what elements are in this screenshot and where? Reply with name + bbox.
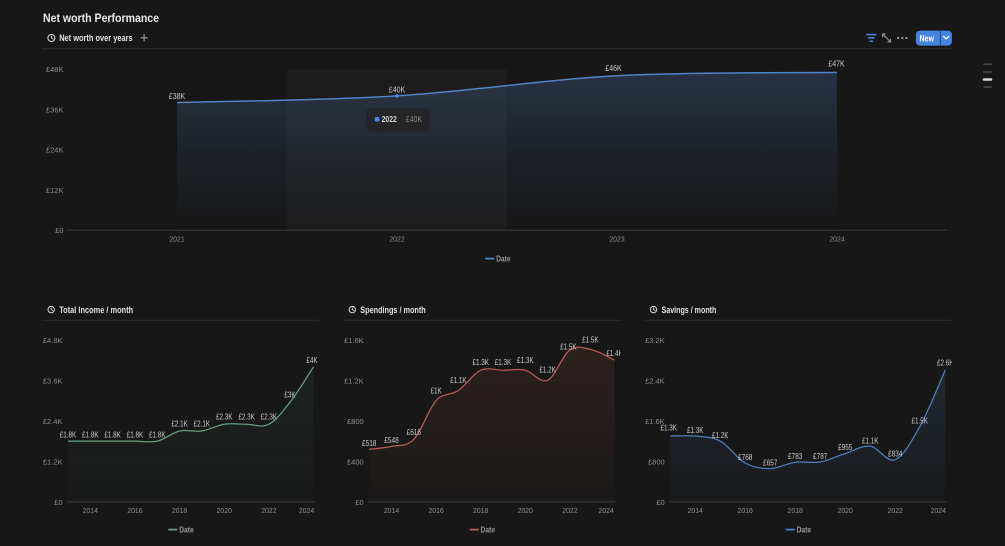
svg-text:£12K: £12K	[46, 186, 64, 195]
svg-text:Spendings / month: Spendings / month	[360, 305, 426, 315]
svg-text:£800: £800	[648, 457, 665, 466]
svg-text:£1.3K: £1.3K	[472, 358, 489, 367]
svg-text:£2.6K: £2.6K	[937, 359, 954, 368]
svg-text:2023: 2023	[609, 234, 624, 243]
svg-text:£2.3K: £2.3K	[238, 413, 255, 422]
svg-text:2014: 2014	[384, 506, 399, 515]
svg-text:Total Income / month: Total Income / month	[59, 305, 133, 315]
svg-text:£4K: £4K	[306, 356, 318, 365]
svg-text:£2.4K: £2.4K	[43, 417, 63, 426]
svg-text:£787: £787	[813, 452, 827, 461]
svg-text:£2.1K: £2.1K	[171, 420, 188, 429]
svg-text:£1.5K: £1.5K	[911, 417, 928, 426]
svg-text:£1.8K: £1.8K	[127, 430, 144, 439]
svg-text:£36K: £36K	[46, 105, 64, 114]
svg-text:2021: 2021	[169, 234, 184, 243]
svg-text:2018: 2018	[788, 506, 803, 515]
svg-text:£40K: £40K	[406, 114, 422, 124]
svg-text:£657: £657	[763, 458, 777, 467]
svg-text:Net worth over years: Net worth over years	[59, 33, 133, 43]
svg-text:Savings / month: Savings / month	[662, 305, 717, 315]
svg-text:Date: Date	[481, 526, 496, 535]
svg-text:2024: 2024	[299, 506, 314, 515]
svg-text:£1.2K: £1.2K	[539, 365, 556, 374]
svg-text:£2.3K: £2.3K	[216, 413, 233, 422]
svg-text:New: New	[920, 33, 935, 43]
svg-text:£518: £518	[362, 439, 376, 448]
svg-text:2014: 2014	[83, 506, 98, 515]
svg-text:Date: Date	[797, 526, 812, 535]
svg-text:2022: 2022	[562, 506, 577, 515]
svg-text:£2.4K: £2.4K	[645, 376, 665, 385]
svg-text:2022: 2022	[261, 506, 276, 515]
svg-text:Date: Date	[179, 526, 194, 535]
svg-text:2014: 2014	[688, 506, 703, 515]
svg-text:£1.5K: £1.5K	[560, 343, 577, 352]
svg-text:£47K: £47K	[828, 60, 845, 69]
svg-text:2024: 2024	[599, 506, 614, 515]
svg-text:£1.6K: £1.6K	[645, 417, 665, 426]
svg-text:2022: 2022	[382, 114, 397, 124]
svg-text:£0: £0	[55, 226, 63, 235]
svg-text:2016: 2016	[428, 506, 443, 515]
svg-text:£1.8K: £1.8K	[82, 430, 99, 439]
svg-text:£0: £0	[54, 498, 62, 507]
svg-text:£1.8K: £1.8K	[149, 430, 166, 439]
svg-text:£1.8K: £1.8K	[60, 430, 77, 439]
svg-text:£3K: £3K	[284, 390, 296, 399]
svg-text:Date: Date	[496, 255, 511, 264]
svg-text:2024: 2024	[829, 234, 844, 243]
svg-text:£48K: £48K	[46, 65, 64, 74]
svg-text:£1.2K: £1.2K	[43, 457, 63, 466]
svg-text:£548: £548	[384, 436, 398, 445]
svg-text:2018: 2018	[473, 506, 488, 515]
svg-text:£783: £783	[788, 452, 802, 461]
svg-text:£1K: £1K	[430, 386, 442, 395]
svg-text:2022: 2022	[389, 234, 404, 243]
svg-text:£24K: £24K	[46, 146, 64, 155]
svg-text:£1.4K: £1.4K	[606, 349, 623, 358]
svg-text:2016: 2016	[738, 506, 753, 515]
svg-text:2020: 2020	[518, 506, 533, 515]
svg-text:£1.2K: £1.2K	[344, 376, 364, 385]
svg-text:£1.3K: £1.3K	[687, 426, 704, 435]
svg-text:£400: £400	[347, 457, 364, 466]
svg-text:£1.3K: £1.3K	[660, 424, 677, 433]
svg-text:£0: £0	[656, 498, 664, 507]
svg-text:2020: 2020	[217, 506, 232, 515]
svg-text:£1.3K: £1.3K	[517, 356, 534, 365]
svg-text:£1.1K: £1.1K	[450, 376, 467, 385]
svg-text:£1.5K: £1.5K	[582, 336, 599, 345]
svg-text:£38K: £38K	[169, 92, 186, 101]
svg-text:£40K: £40K	[389, 86, 406, 95]
svg-text:£800: £800	[347, 417, 364, 426]
svg-text:£1.2K: £1.2K	[712, 431, 729, 440]
svg-text:£768: £768	[738, 453, 752, 462]
svg-text:£1.8K: £1.8K	[104, 430, 121, 439]
svg-text:£1.6K: £1.6K	[344, 336, 364, 345]
svg-text:2018: 2018	[172, 506, 187, 515]
svg-text:£2.1K: £2.1K	[194, 420, 211, 429]
svg-text:£3.2K: £3.2K	[645, 336, 665, 345]
svg-text:£1.1K: £1.1K	[862, 436, 879, 445]
svg-text:2016: 2016	[127, 506, 142, 515]
svg-text:£834: £834	[888, 450, 903, 459]
svg-text:£616: £616	[407, 428, 421, 437]
svg-text:2024: 2024	[931, 506, 946, 515]
svg-text:£1.3K: £1.3K	[495, 358, 512, 367]
svg-text:Net worth Performance: Net worth Performance	[43, 11, 159, 25]
svg-text:£3.6K: £3.6K	[43, 376, 63, 385]
svg-text:£0: £0	[355, 498, 363, 507]
svg-text:2022: 2022	[888, 506, 903, 515]
svg-text:£46K: £46K	[605, 64, 622, 73]
svg-text:2020: 2020	[838, 506, 853, 515]
svg-text:£955: £955	[838, 443, 853, 452]
svg-text:£4.8K: £4.8K	[43, 336, 63, 345]
svg-text:£2.3K: £2.3K	[261, 413, 278, 422]
